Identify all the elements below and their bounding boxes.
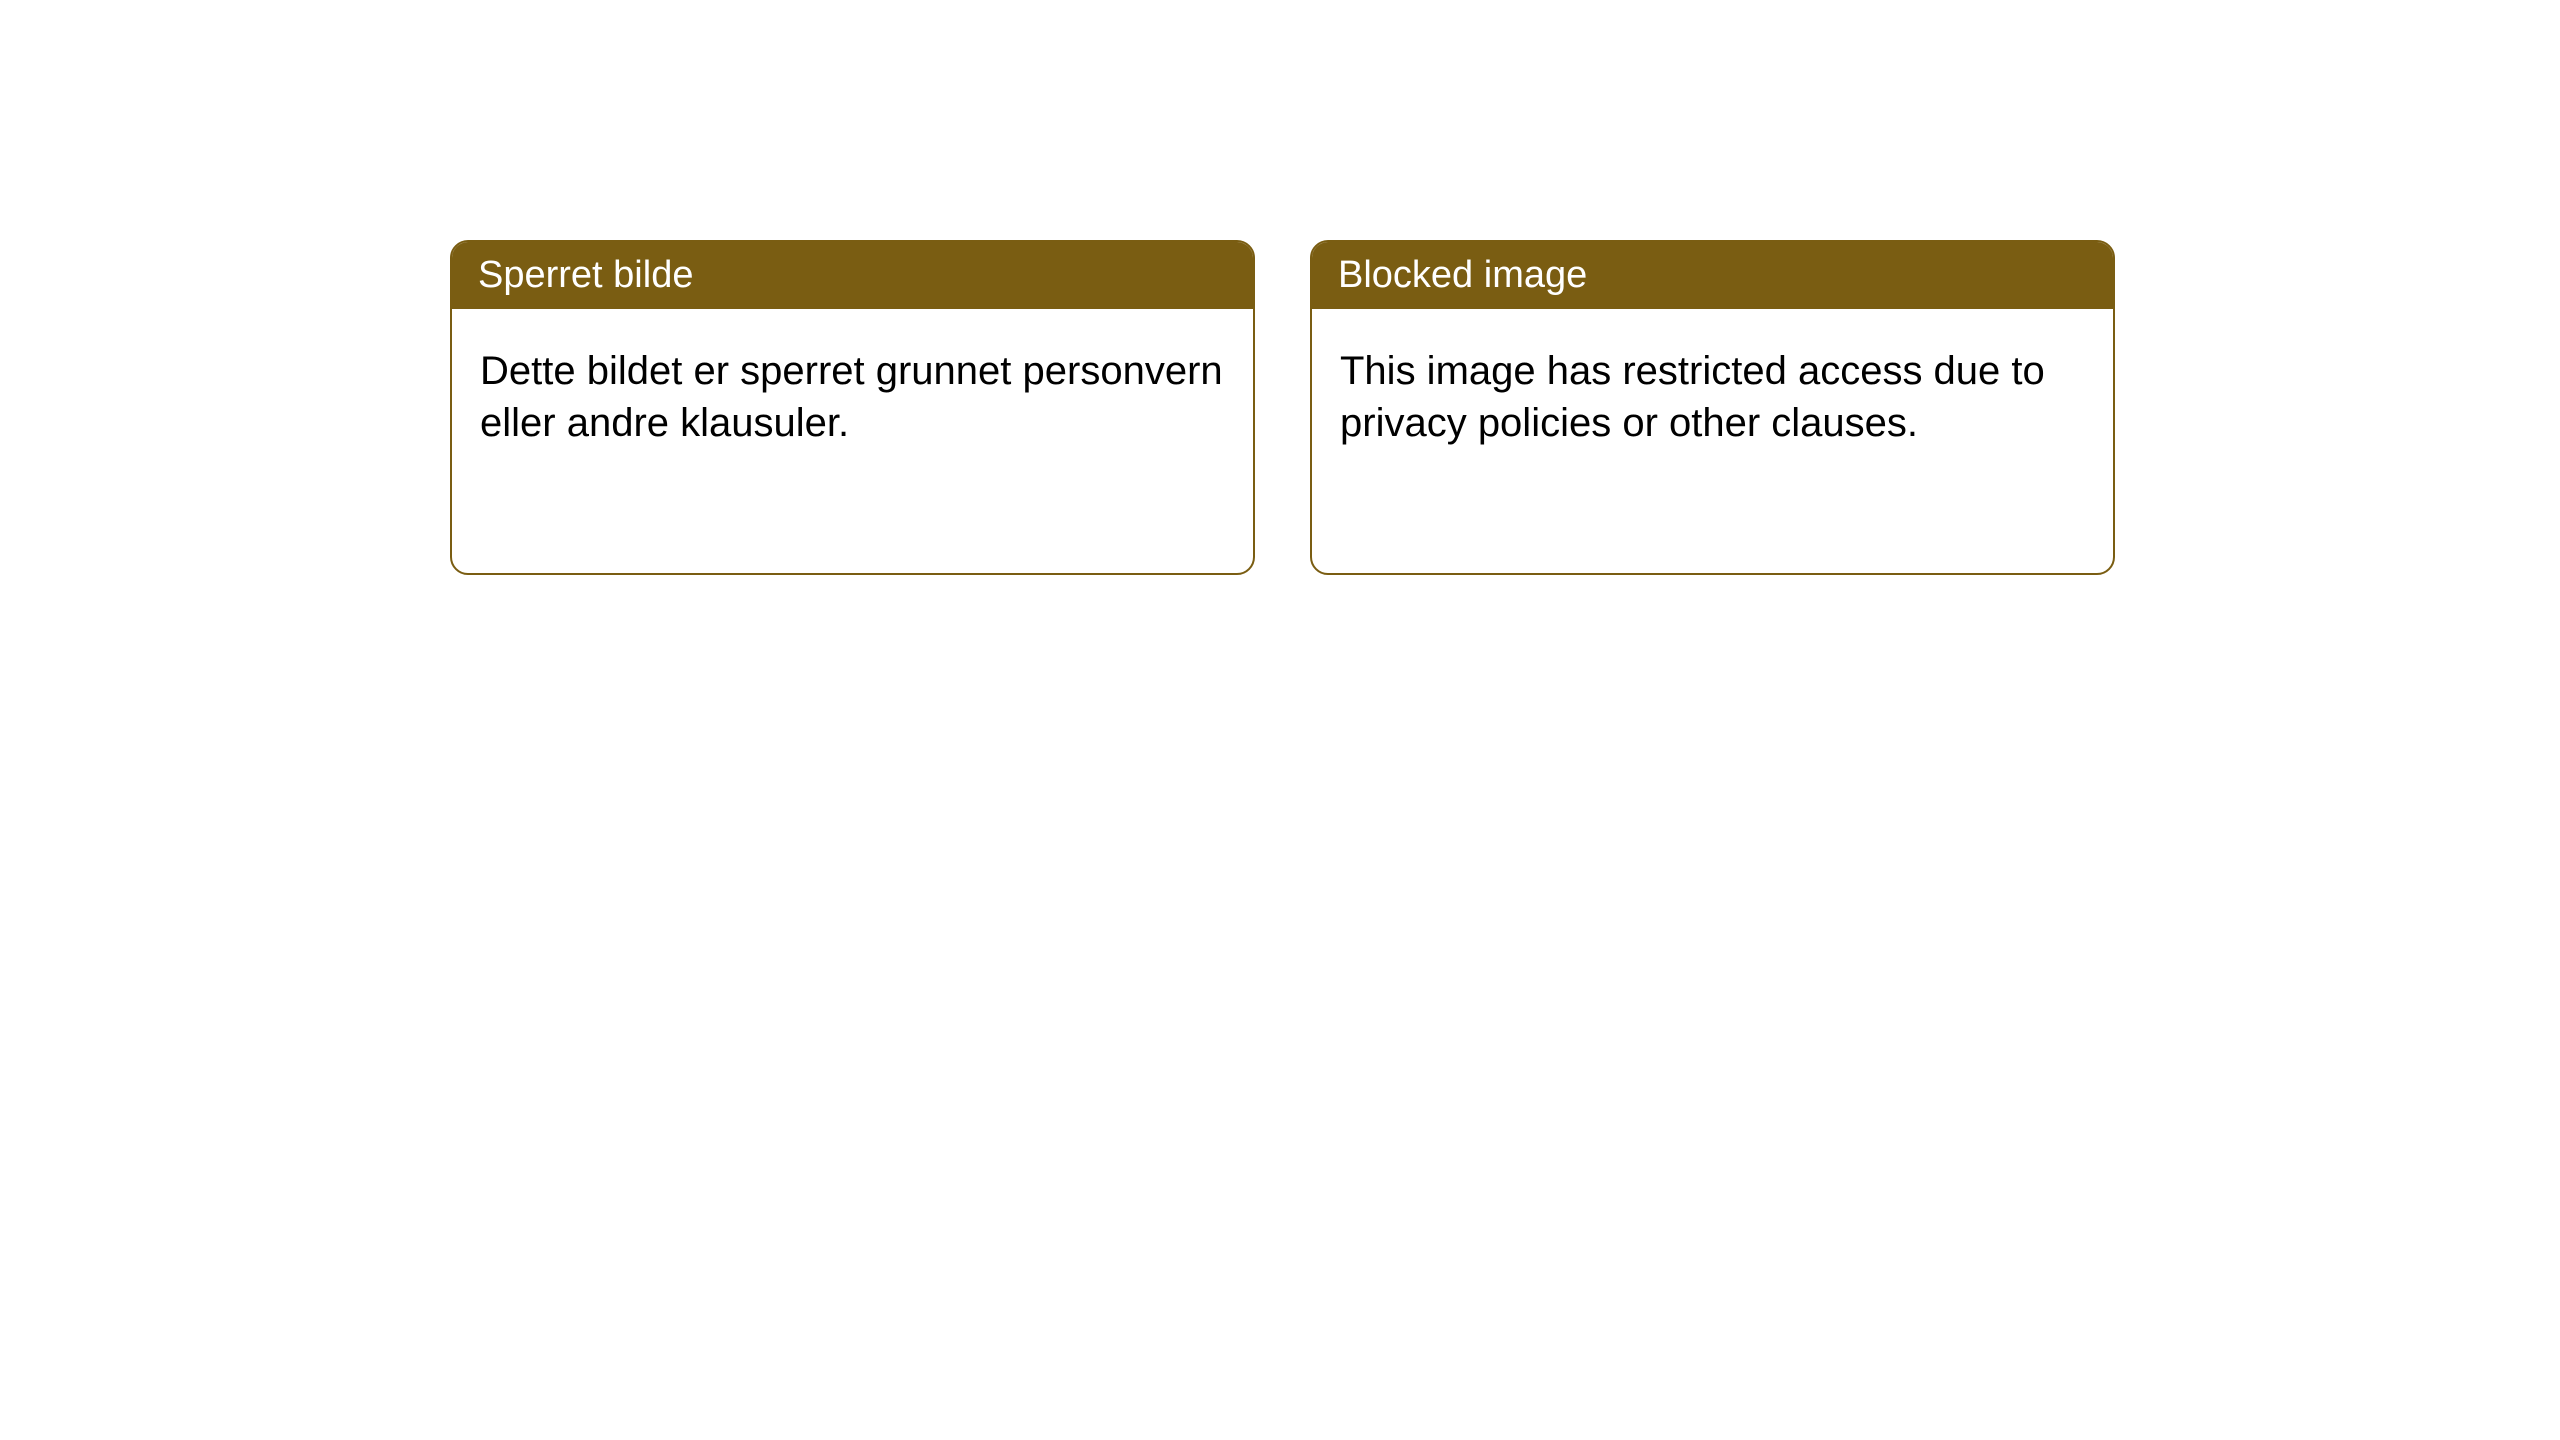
card-title-en: Blocked image (1338, 254, 1587, 296)
card-body-en: This image has restricted access due to … (1312, 309, 2113, 485)
blocked-image-card-en: Blocked image This image has restricted … (1310, 240, 2115, 575)
card-header-no: Sperret bilde (452, 242, 1253, 309)
blocked-image-card-no: Sperret bilde Dette bildet er sperret gr… (450, 240, 1255, 575)
card-body-text-no: Dette bildet er sperret grunnet personve… (480, 349, 1223, 445)
card-body-no: Dette bildet er sperret grunnet personve… (452, 309, 1253, 485)
card-title-no: Sperret bilde (478, 254, 693, 296)
card-header-en: Blocked image (1312, 242, 2113, 309)
notice-container: Sperret bilde Dette bildet er sperret gr… (0, 0, 2560, 575)
card-body-text-en: This image has restricted access due to … (1340, 349, 2045, 445)
